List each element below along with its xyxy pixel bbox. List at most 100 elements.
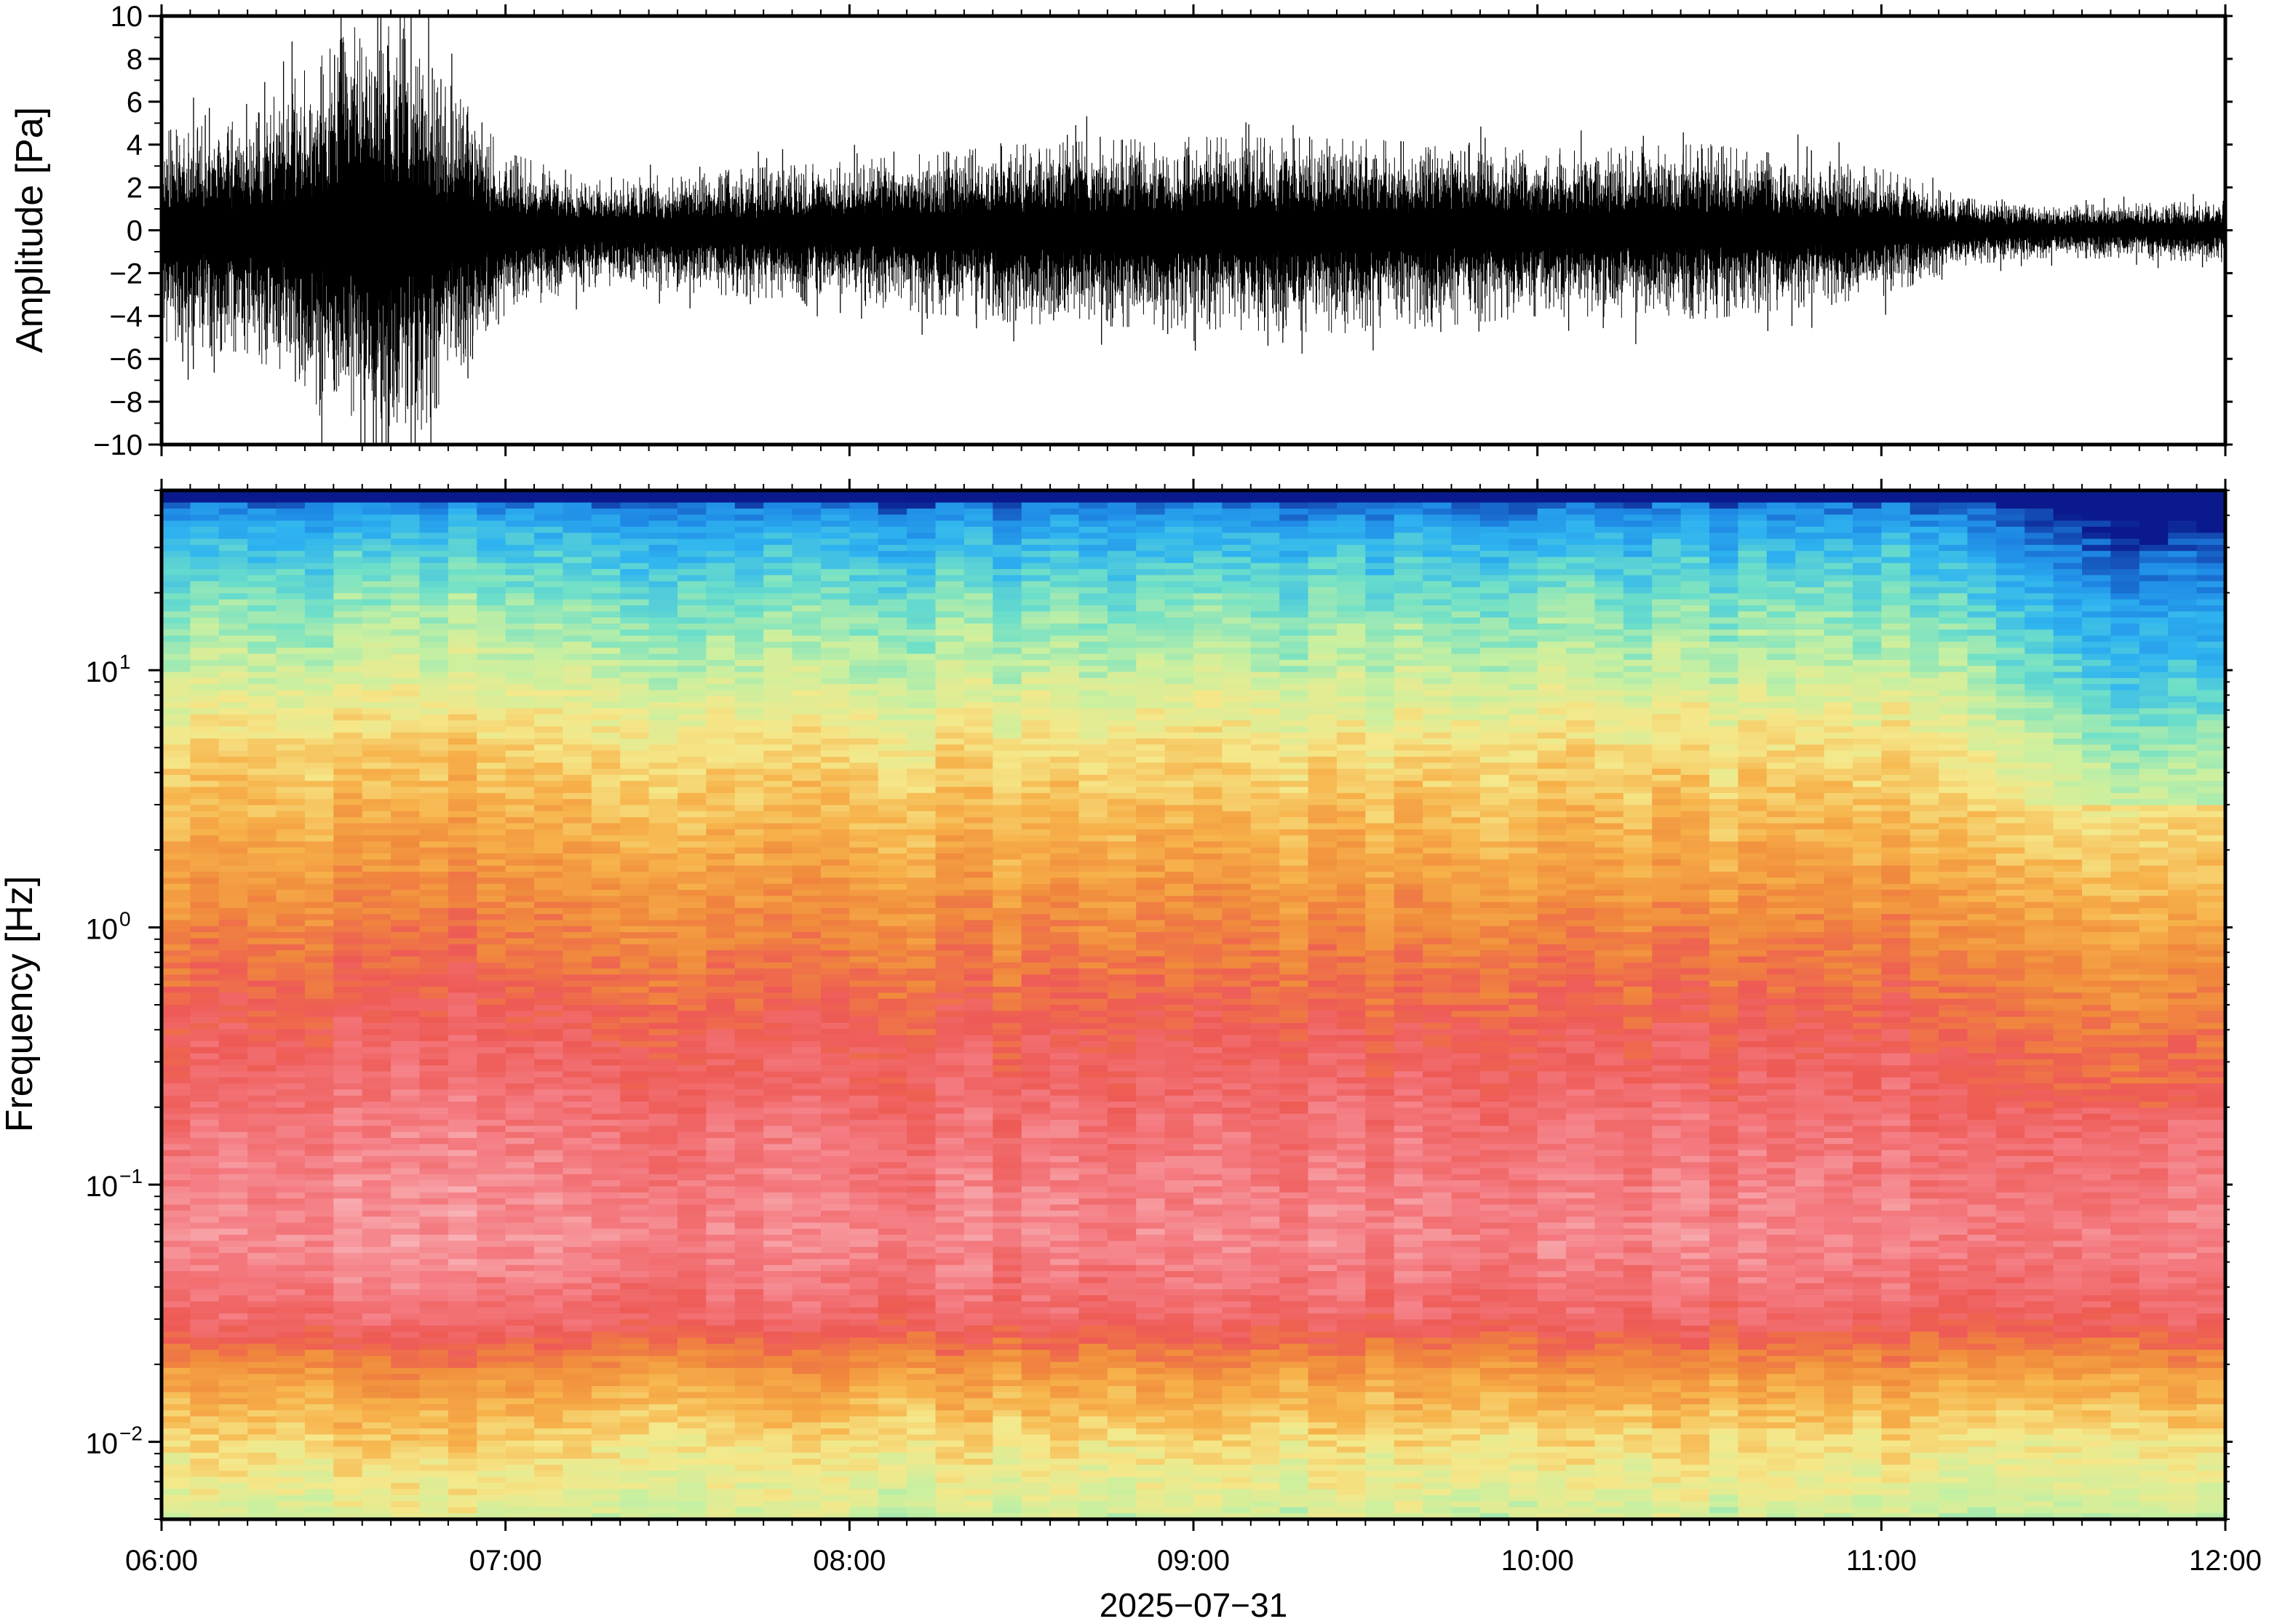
spectrogram-cell xyxy=(677,872,707,879)
spectrogram-cell xyxy=(333,1398,363,1405)
spectrogram-cell xyxy=(162,774,191,782)
spectrogram-cell xyxy=(276,1301,306,1308)
spectrogram-cell xyxy=(534,763,564,770)
spectrogram-cell xyxy=(391,1174,421,1182)
spectrogram-cell xyxy=(591,617,621,624)
spectrogram-cell xyxy=(505,1301,535,1308)
spectrogram-cell xyxy=(878,562,907,570)
spectrogram-cell xyxy=(362,1198,392,1206)
spectrogram-cell xyxy=(878,1180,907,1187)
spectrogram-cell xyxy=(534,889,564,897)
spectrogram-cell xyxy=(276,847,306,854)
spectrogram-cell xyxy=(304,756,335,764)
spectrogram-cell xyxy=(935,648,965,655)
spectrogram-cell xyxy=(878,1065,907,1072)
spectrogram-cell xyxy=(477,544,506,552)
spectrogram-cell xyxy=(563,666,592,673)
spectrogram-cell xyxy=(391,932,421,939)
spectrogram-cell xyxy=(276,684,306,691)
spectrogram-cell xyxy=(763,708,793,715)
spectrogram-cell xyxy=(162,750,191,757)
spectrogram-cell xyxy=(591,1035,621,1042)
spectrogram-cell xyxy=(534,653,564,661)
spectrogram-cell xyxy=(677,992,707,1000)
spectrogram-cell xyxy=(677,1228,707,1235)
spectrogram-cell xyxy=(162,1071,191,1078)
spectrogram-cell xyxy=(162,1168,191,1175)
spectrogram-cell xyxy=(333,720,363,728)
spectrogram-cell xyxy=(333,1035,363,1042)
spectrogram-cell xyxy=(878,1368,907,1375)
spectrogram-cell xyxy=(849,1343,879,1350)
spectrogram-cell xyxy=(247,1295,277,1302)
spectrogram-cell xyxy=(448,859,478,867)
spectrogram-cell xyxy=(448,1380,478,1387)
spectrogram-cell xyxy=(190,781,220,788)
spectrogram-cell xyxy=(362,932,392,939)
spectrogram-cell xyxy=(706,744,736,752)
spectrogram-cell xyxy=(247,944,277,951)
spectrogram-cell xyxy=(820,1398,851,1405)
spectrogram-cell xyxy=(935,514,965,522)
spectrogram-cell xyxy=(563,1458,592,1465)
spectrogram-cell xyxy=(448,1295,478,1302)
spectrogram-cell xyxy=(333,792,363,800)
spectrogram-cell xyxy=(162,1113,191,1121)
spectrogram-cell xyxy=(333,1404,363,1412)
spectrogram-cell xyxy=(677,1180,707,1187)
spectrogram-cell xyxy=(276,1319,306,1326)
spectrogram-cell xyxy=(218,883,248,891)
spectrogram-cell xyxy=(648,1386,678,1393)
spectrogram-cell xyxy=(276,756,306,764)
spectrogram-cell xyxy=(734,605,764,613)
spectrogram-cell xyxy=(247,1016,277,1024)
spectrogram-cell xyxy=(362,1283,392,1290)
spectrogram-cell xyxy=(505,932,535,939)
spectrogram-cell xyxy=(648,1016,678,1024)
spectrogram-cell xyxy=(677,1047,707,1054)
spectrogram-cell xyxy=(190,684,220,691)
spectrogram-cell xyxy=(448,708,478,715)
spectrogram-cell xyxy=(162,1241,191,1248)
spectrogram-cell xyxy=(276,533,306,540)
spectrogram-cell xyxy=(162,677,191,685)
spectrogram-cell xyxy=(333,1120,363,1127)
spectrogram-cell xyxy=(391,1168,421,1175)
spectrogram-cell xyxy=(648,611,678,618)
spectrogram-cell xyxy=(362,1144,392,1151)
spectrogram-cell xyxy=(792,998,822,1006)
spectrogram-cell xyxy=(304,1144,335,1151)
spectrogram-cell xyxy=(935,889,965,897)
spectrogram-cell xyxy=(391,768,421,776)
spectrogram-cell xyxy=(935,865,965,872)
spectrogram-cell xyxy=(820,538,851,546)
spectrogram-cell xyxy=(706,1265,736,1272)
spectrogram-cell xyxy=(849,1350,879,1357)
spectrogram-cell xyxy=(620,696,650,703)
spectrogram-cell xyxy=(878,859,907,867)
spectrogram-cell xyxy=(190,1398,220,1405)
spectrogram-cell xyxy=(907,1507,937,1514)
spectrogram-cell xyxy=(333,1452,363,1460)
spectrogram-cell xyxy=(878,1507,907,1514)
spectrogram-cell xyxy=(878,1361,907,1369)
spectrogram-cell xyxy=(648,872,678,879)
spectrogram-cell xyxy=(477,1168,506,1175)
spectrogram-cell xyxy=(591,569,621,576)
spectrogram-cell xyxy=(792,938,822,945)
spectrogram-cell xyxy=(620,1059,650,1066)
spectrogram-cell xyxy=(620,526,650,534)
spectrogram-cell xyxy=(820,792,851,800)
spectrogram-cell xyxy=(706,1465,736,1472)
spectrogram-cell xyxy=(333,538,363,546)
spectrogram-cell xyxy=(333,799,363,806)
spectrogram-cell xyxy=(333,744,363,752)
spectrogram-cell xyxy=(391,575,421,582)
spectrogram-cell xyxy=(477,1241,506,1248)
spectrogram-cell xyxy=(247,562,277,570)
spectrogram-cell xyxy=(419,781,449,788)
spectrogram-cell xyxy=(706,1005,736,1012)
spectrogram-cell xyxy=(162,1374,191,1381)
spectrogram-cell xyxy=(878,575,907,582)
